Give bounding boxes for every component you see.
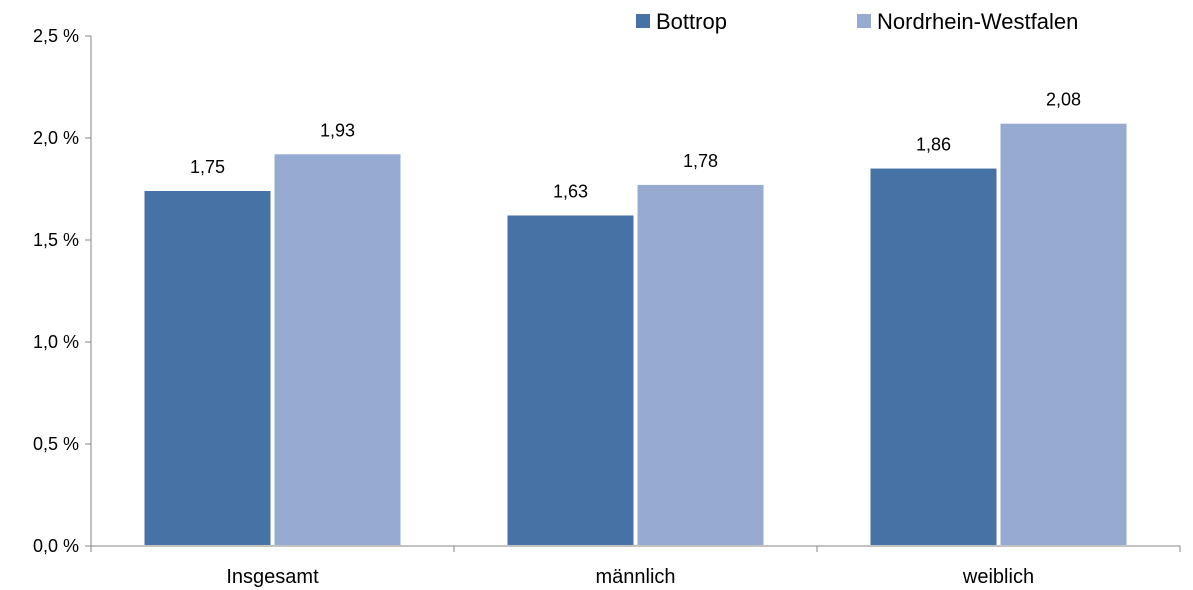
y-tick-label: 2,0 % [33,128,79,148]
labels-group: 1,75 1,93 Insgesamt 1,63 1,78 männlich 1,86 2,0… [190,90,1081,588]
legend-label: Nordrhein-Westfalen [877,9,1078,34]
y-tick-label: 1,5 % [33,230,79,250]
bar-nordrhein-westfalen-insgesamt [272,152,403,547]
y-tick-label: 2,5 % [33,26,79,46]
data-label: 1,93 [320,120,355,140]
x-category-label: männlich [595,566,675,588]
bar-nordrhein-westfalen-männlich [635,182,766,547]
bar-bottrop-männlich [505,213,636,547]
data-label: 2,08 [1046,90,1081,110]
bars-group [142,121,1129,548]
x-category-label: weiblich [962,566,1034,588]
data-label: 1,86 [916,135,951,155]
bar-nordrhein-westfalen-weiblich [998,121,1129,548]
legend-swatch [636,14,650,28]
legend-label: Bottrop [656,9,727,34]
axes-group: 0,0 % 0,5 % 1,0 % 1,5 % 2,0 % 2,5 % [33,26,1181,556]
x-category-label: Insgesamt [226,566,319,588]
y-tick-label: 0,0 % [33,536,79,556]
bar-bottrop-weiblich [868,166,999,547]
data-label: 1,75 [190,157,225,177]
data-label: 1,63 [553,181,588,201]
legend: Bottrop Nordrhein-Westfalen [636,9,1078,34]
legend-swatch [857,14,871,28]
y-tick-label: 1,0 % [33,332,79,352]
data-label: 1,78 [683,151,718,171]
bar-bottrop-insgesamt [142,189,273,547]
y-tick-label: 0,5 % [33,434,79,454]
